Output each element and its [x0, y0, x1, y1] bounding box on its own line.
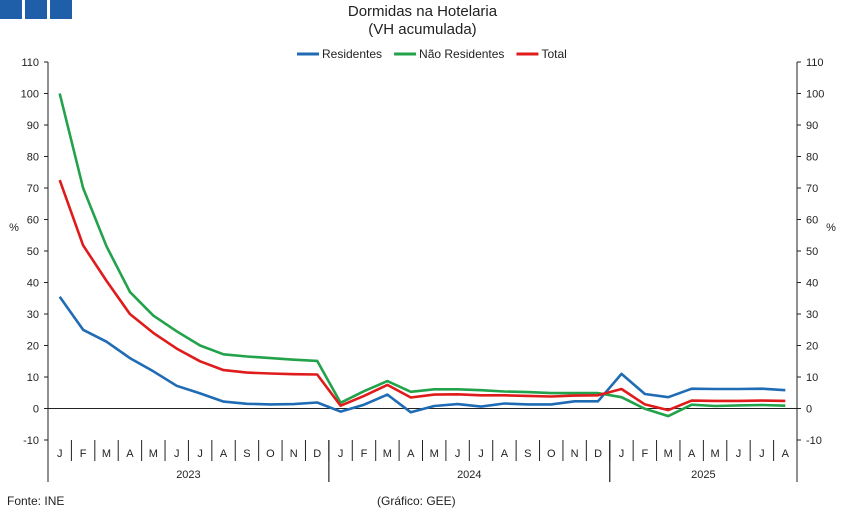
series-line-0 [58, 295, 786, 414]
series-line-2 [58, 179, 786, 412]
source-note: Fonte: INE [7, 494, 65, 508]
y-axis-label-right: % [826, 222, 836, 234]
x-tick-label: J [197, 448, 203, 460]
y-tick-label-left: 60 [27, 215, 39, 227]
logo [0, 0, 72, 19]
legend-label-0: Residentes [322, 47, 382, 61]
x-tick-label: J [759, 448, 765, 460]
x-tick-label: S [243, 448, 250, 460]
y-tick-label-right: 30 [806, 309, 818, 321]
x-tick-label: O [266, 448, 275, 460]
y-tick-label-left: -10 [23, 435, 39, 447]
x-tick-label: D [313, 448, 321, 460]
x-tick-label: M [710, 448, 719, 460]
y-tick-label-right: -10 [806, 435, 822, 447]
x-tick-label: M [102, 448, 111, 460]
y-tick-label-right: 90 [806, 120, 818, 132]
y-tick-label-right: 100 [806, 89, 824, 101]
y-tick-label-left: 0 [33, 404, 39, 416]
x-tick-label: M [430, 448, 439, 460]
x-tick-label: A [688, 448, 696, 460]
y-tick-label-right: 10 [806, 372, 818, 384]
legend: Residentes Não Residentes Total [297, 47, 567, 61]
y-tick-label-left: 70 [27, 183, 39, 195]
x-tick-label: F [80, 448, 87, 460]
y-tick-label-right: 80 [806, 152, 818, 164]
logo-block-icon [0, 0, 22, 19]
credit-note: (Gráfico: GEE) [377, 494, 456, 508]
year-label: 2023 [176, 469, 200, 481]
chart-subtitle: (VH acumulada) [368, 21, 477, 38]
year-label: 2025 [691, 469, 715, 481]
logo-block-icon [25, 0, 47, 19]
x-tick-label: J [736, 448, 742, 460]
y-tick-label-left: 90 [27, 120, 39, 132]
x-tick-label: A [407, 448, 415, 460]
y-tick-label-right: 20 [806, 341, 818, 353]
logo-block-icon [50, 0, 72, 19]
series-line-1 [58, 93, 786, 418]
y-tick-label-right: 70 [806, 183, 818, 195]
x-tick-label: N [571, 448, 579, 460]
x-tick-label: J [338, 448, 344, 460]
x-tick-label: J [455, 448, 461, 460]
x-tick-label: A [220, 448, 228, 460]
x-tick-label: A [501, 448, 509, 460]
axes: -10 -10 0 0 10 10 20 20 30 30 40 40 50 50 60 60 70 70 80 80… [21, 57, 824, 482]
y-tick-label-left: 40 [27, 278, 39, 290]
x-tick-label: J [174, 448, 180, 460]
y-tick-label-left: 80 [27, 152, 39, 164]
x-tick-label: M [664, 448, 673, 460]
x-tick-label: F [361, 448, 368, 460]
y-axis-label-left: % [9, 222, 19, 234]
y-tick-label-left: 10 [27, 372, 39, 384]
y-tick-label-left: 20 [27, 341, 39, 353]
legend-label-2: Total [541, 47, 566, 61]
y-tick-label-left: 30 [27, 309, 39, 321]
y-tick-label-right: 60 [806, 215, 818, 227]
x-tick-label: O [547, 448, 556, 460]
x-tick-label: N [290, 448, 298, 460]
y-tick-label-right: 40 [806, 278, 818, 290]
x-tick-label: D [594, 448, 602, 460]
y-tick-label-left: 50 [27, 246, 39, 258]
legend-label-1: Não Residentes [419, 47, 504, 61]
y-tick-label-left: 110 [21, 57, 39, 69]
y-tick-label-right: 0 [806, 404, 812, 416]
y-tick-label-right: 110 [806, 57, 824, 69]
x-tick-label: F [641, 448, 648, 460]
y-tick-label-left: 100 [21, 89, 39, 101]
x-tick-label: M [149, 448, 158, 460]
chart-title: Dormidas na Hotelaria [347, 3, 498, 20]
x-tick-label: A [782, 448, 790, 460]
x-tick-label: J [57, 448, 63, 460]
x-tick-label: J [619, 448, 625, 460]
x-tick-label: M [383, 448, 392, 460]
x-tick-label: S [524, 448, 531, 460]
series-lines [58, 93, 786, 418]
x-tick-label: J [478, 448, 484, 460]
year-label: 2024 [457, 469, 481, 481]
y-tick-label-right: 50 [806, 246, 818, 258]
x-tick-label: A [126, 448, 134, 460]
